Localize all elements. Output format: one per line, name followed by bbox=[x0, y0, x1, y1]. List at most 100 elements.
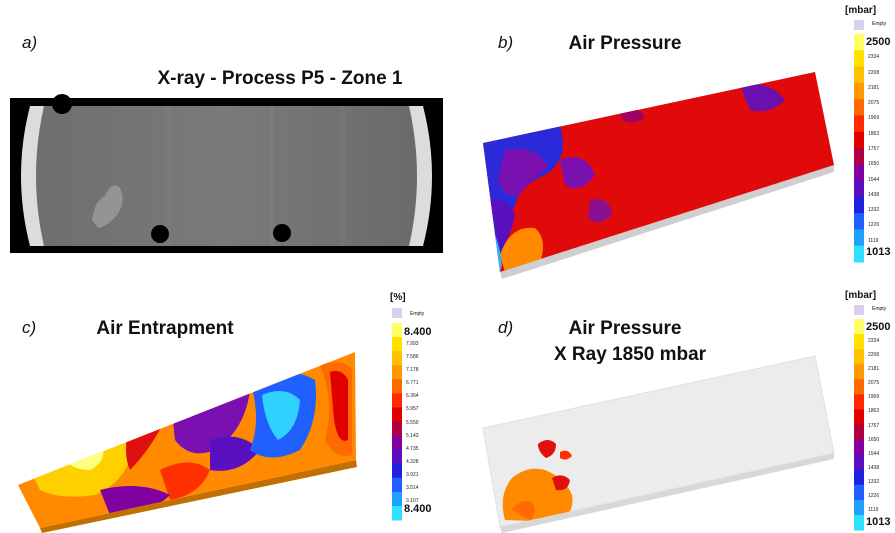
legend-color-swatch bbox=[854, 245, 864, 263]
legend-color-swatch bbox=[854, 164, 864, 182]
legend-b-empty: Empty bbox=[872, 21, 887, 27]
legend-color-swatch bbox=[392, 463, 402, 479]
legend-tick-label: 1650 bbox=[868, 161, 880, 168]
panel-label-d: d) bbox=[498, 318, 514, 337]
legend-c-max: 8.400 bbox=[404, 326, 432, 338]
legend-color-swatch bbox=[854, 379, 864, 395]
legend-color-swatch bbox=[854, 409, 864, 425]
legend-tick-label: 2181 bbox=[868, 366, 880, 373]
legend-color-swatch bbox=[392, 421, 402, 437]
legend-b-min: 1013 bbox=[866, 246, 891, 258]
legend-color-swatch bbox=[392, 323, 402, 338]
legend-tick-label: 2181 bbox=[868, 84, 880, 91]
panel-title-b: Air Pressure bbox=[568, 33, 682, 54]
legend-c-empty: Empty bbox=[410, 311, 425, 317]
panel-label-c: c) bbox=[22, 318, 37, 337]
legend-color-swatch bbox=[854, 180, 864, 198]
legend-color-swatch bbox=[854, 66, 864, 84]
legend-b-max: 2500 bbox=[866, 36, 891, 48]
legend-tick-label: 1544 bbox=[868, 450, 880, 457]
legend-c-min: 8.400 bbox=[404, 503, 432, 515]
legend-color-swatch bbox=[392, 435, 402, 451]
legend-color-swatch bbox=[854, 148, 864, 165]
panel-title-a: X-ray - Process P5 - Zone 1 bbox=[157, 68, 403, 89]
legend-color-swatch bbox=[854, 131, 864, 149]
legend-tick-label: 7.178 bbox=[406, 367, 419, 374]
legend-empty-swatch bbox=[854, 20, 864, 30]
legend-color-swatch bbox=[854, 115, 864, 133]
legend-color-swatch bbox=[854, 319, 864, 335]
legend-tick-label: 1226 bbox=[868, 492, 880, 499]
legend-empty-swatch bbox=[392, 308, 402, 318]
legend-color-swatch bbox=[854, 364, 864, 380]
pressure-legend-bar-b bbox=[854, 20, 864, 263]
legend-tick-label: 2208 bbox=[868, 69, 880, 76]
legend-tick-label: 1969 bbox=[868, 115, 880, 122]
legend-color-swatch bbox=[854, 50, 864, 68]
legend-color-swatch bbox=[392, 505, 402, 521]
legend-tick-label: 1757 bbox=[868, 146, 880, 152]
legend-color-swatch bbox=[854, 484, 864, 501]
legend-tick-label: 1757 bbox=[868, 422, 880, 429]
legend-color-swatch bbox=[854, 394, 864, 410]
legend-tick-label: 1650 bbox=[868, 436, 880, 443]
legend-tick-label: 6.364 bbox=[406, 393, 419, 400]
legend-color-swatch bbox=[392, 365, 402, 380]
legend-color-swatch bbox=[392, 477, 402, 493]
air-pressure-threshold-model bbox=[482, 355, 835, 533]
legend-tick-label: 5.550 bbox=[406, 419, 419, 426]
legend-tick-label: 2075 bbox=[868, 380, 880, 387]
legend-tick-label: 3.514 bbox=[406, 484, 419, 491]
legend-color-swatch bbox=[854, 349, 864, 365]
legend-tick-label: 1438 bbox=[868, 464, 880, 471]
legend-tick-label: 1863 bbox=[868, 408, 880, 415]
legend-color-swatch bbox=[854, 34, 864, 51]
legend-color-swatch bbox=[854, 424, 864, 441]
legend-empty-swatch bbox=[854, 305, 864, 315]
legend-color-swatch bbox=[854, 439, 864, 456]
legend-color-swatch bbox=[392, 351, 402, 366]
legend-color-swatch bbox=[392, 407, 402, 422]
legend-tick-label: 5.957 bbox=[406, 406, 419, 413]
legend-c-unit: [%] bbox=[390, 292, 406, 303]
legend-color-swatch bbox=[854, 454, 864, 471]
air-pressure-model bbox=[483, 72, 834, 279]
legend-b-unit: [mbar] bbox=[845, 5, 877, 16]
xray-image bbox=[10, 94, 443, 253]
legend-d-empty: Empty bbox=[872, 306, 887, 312]
legend-tick-label: 2334 bbox=[868, 338, 880, 345]
panel-title-d-line1: Air Pressure bbox=[568, 318, 682, 339]
panel-title-d-line2: X Ray 1850 mbar bbox=[553, 344, 707, 365]
legend-tick-label: 1863 bbox=[868, 130, 880, 137]
legend-tick-label: 1119 bbox=[868, 237, 879, 244]
legend-tick-label: 4.328 bbox=[406, 458, 419, 465]
legend-tick-label: 7.993 bbox=[406, 341, 419, 348]
legend-color-swatch bbox=[854, 229, 864, 247]
entrapment-legend-bar bbox=[392, 308, 402, 521]
legend-color-swatch bbox=[392, 491, 402, 507]
legend-color-swatch bbox=[854, 514, 864, 531]
legend-color-swatch bbox=[854, 99, 864, 116]
legend-d-min: 1013 bbox=[866, 516, 891, 528]
pressure-legend-bar-d bbox=[854, 305, 864, 531]
legend-tick-label: 2208 bbox=[868, 352, 880, 359]
legend-color-swatch bbox=[392, 379, 402, 394]
legend-tick-label: 5.143 bbox=[406, 432, 419, 439]
air-entrapment-model bbox=[18, 352, 357, 533]
legend-tick-label: 1544 bbox=[868, 176, 880, 183]
legend-color-swatch bbox=[854, 196, 864, 214]
legend-d-unit: [mbar] bbox=[845, 290, 877, 301]
legend-tick-label: 3.107 bbox=[406, 497, 419, 504]
legend-color-swatch bbox=[392, 337, 402, 352]
legend-tick-label: 2075 bbox=[868, 100, 880, 107]
panel-label-b: b) bbox=[498, 33, 514, 52]
legend-tick-label: 1332 bbox=[868, 478, 880, 485]
legend-tick-label: 6.771 bbox=[406, 380, 419, 387]
legend-tick-label: 1226 bbox=[868, 222, 880, 229]
legend-tick-label: 1119 bbox=[868, 506, 879, 513]
legend-d-max: 2500 bbox=[866, 321, 891, 333]
legend-color-swatch bbox=[854, 82, 864, 100]
legend-color-swatch bbox=[392, 393, 402, 408]
legend-tick-label: 1969 bbox=[868, 394, 880, 401]
